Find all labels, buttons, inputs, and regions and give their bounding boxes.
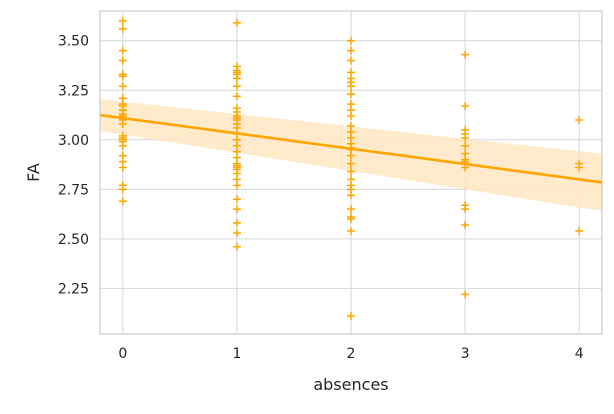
data-point	[347, 205, 355, 214]
regression-line	[99, 113, 603, 184]
data-point	[347, 106, 355, 115]
y-tick-label: 2.75	[58, 182, 89, 198]
data-point	[575, 163, 584, 172]
data-point	[575, 226, 584, 235]
y-tick-label: 3.25	[58, 83, 89, 99]
data-point	[118, 106, 127, 115]
data-point	[232, 68, 241, 77]
data-point	[461, 141, 470, 150]
y-tick-label: 2.50	[58, 232, 89, 248]
y-tick-label: 3.50	[58, 34, 89, 50]
data-point	[118, 119, 127, 128]
data-point	[232, 205, 241, 214]
data-point	[118, 24, 127, 33]
y-tick-labels: 2.25 2.50 2.75 3.00 3.25 3.50	[58, 34, 89, 298]
data-point	[118, 185, 127, 194]
data-point	[347, 191, 355, 200]
data-point	[461, 102, 470, 111]
data-point	[118, 163, 127, 172]
regression-line-layer	[99, 113, 603, 184]
data-point	[461, 290, 470, 299]
data-point	[347, 90, 355, 99]
data-point	[575, 115, 584, 124]
data-point	[347, 56, 355, 65]
data-point	[232, 161, 241, 170]
data-point	[461, 133, 470, 142]
x-tick-label: 3	[461, 346, 470, 362]
data-point	[232, 195, 241, 204]
data-point	[232, 181, 241, 190]
data-point	[232, 82, 241, 91]
data-point	[118, 46, 127, 55]
data-point	[118, 135, 127, 144]
data-point	[347, 167, 355, 176]
data-point	[232, 18, 241, 27]
data-point	[461, 205, 470, 214]
x-tick-labels: 0 1 2 3 4	[118, 346, 583, 362]
data-point	[347, 151, 355, 160]
data-point	[118, 56, 127, 65]
data-point	[347, 215, 355, 224]
data-point	[347, 78, 355, 87]
x-tick-label: 0	[118, 346, 127, 362]
data-point	[232, 219, 241, 228]
data-point	[347, 312, 355, 321]
data-point	[118, 197, 127, 206]
x-axis-label: absences	[313, 375, 388, 394]
plot-frame	[99, 10, 603, 335]
data-point	[347, 159, 355, 168]
y-axis-label: FA	[24, 163, 43, 182]
data-point	[232, 242, 241, 251]
data-point	[118, 72, 127, 81]
x-tick-label: 4	[575, 346, 584, 362]
data-point	[347, 46, 355, 55]
data-point	[461, 221, 470, 230]
x-tick-label: 1	[232, 346, 241, 362]
data-point	[232, 92, 241, 101]
data-point	[232, 115, 241, 124]
data-point	[461, 50, 470, 59]
y-tick-label: 3.00	[58, 133, 89, 149]
y-tick-label: 2.25	[58, 281, 89, 297]
x-tick-label: 2	[347, 346, 356, 362]
data-point	[461, 155, 470, 164]
data-point	[232, 228, 241, 237]
data-point	[347, 226, 355, 235]
data-point	[118, 82, 127, 91]
data-point	[118, 16, 127, 25]
data-point	[347, 36, 355, 45]
data-points-layer	[118, 16, 584, 321]
